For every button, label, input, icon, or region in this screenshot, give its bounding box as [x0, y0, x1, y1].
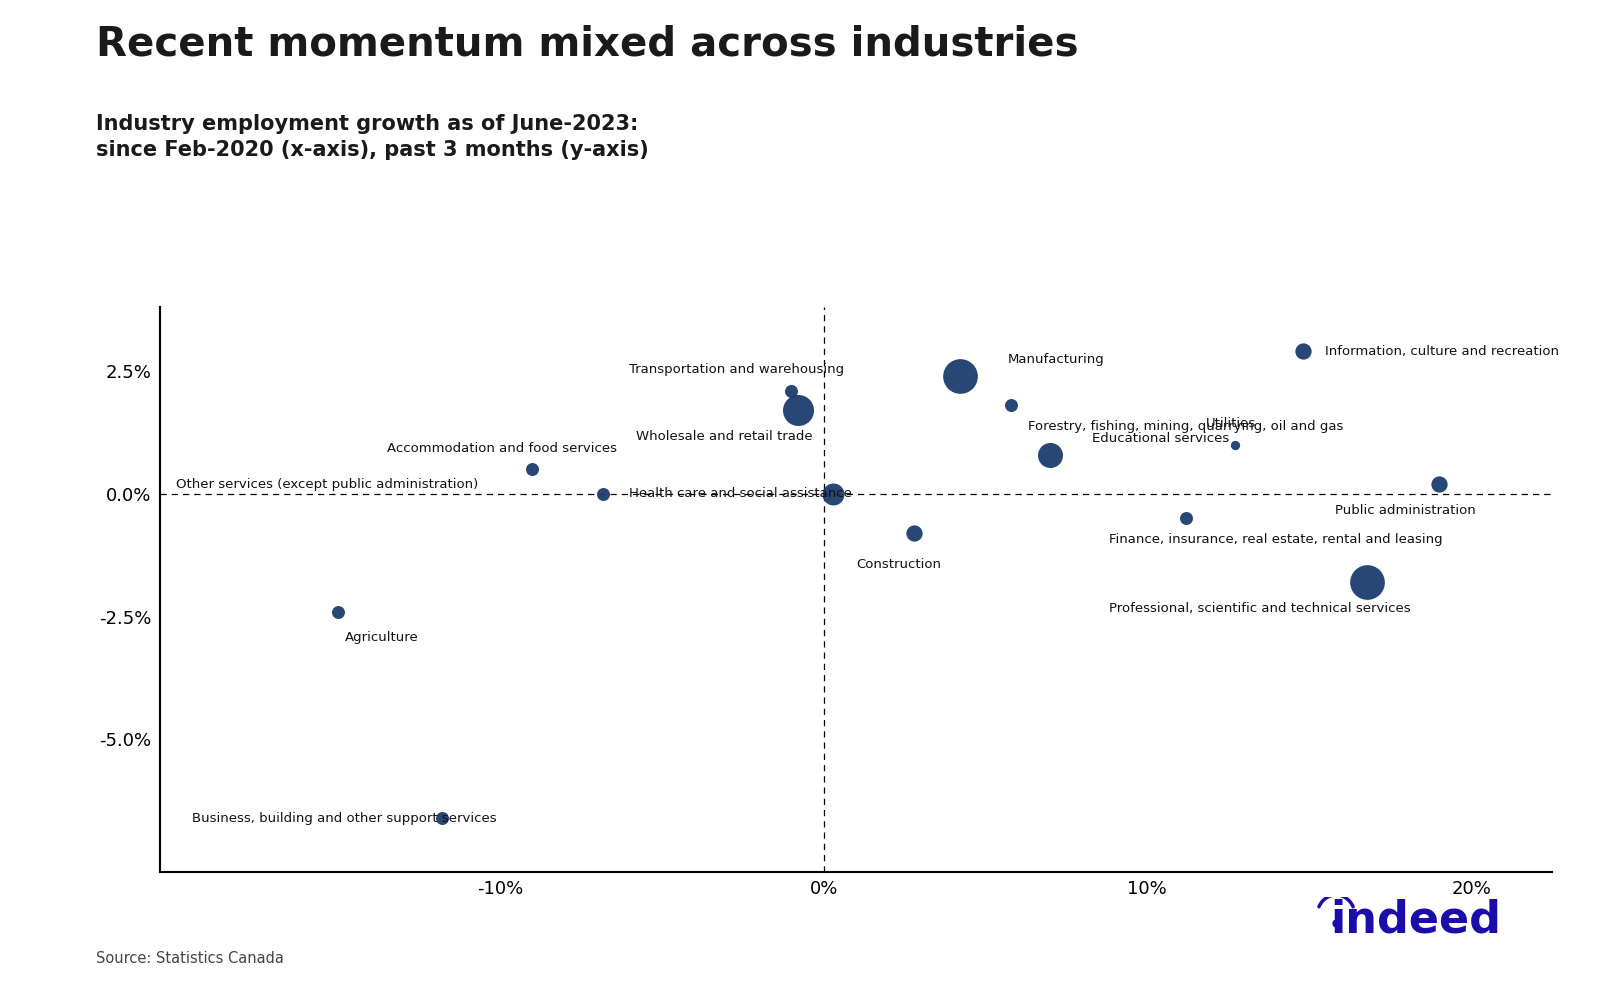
Text: Information, culture and recreation: Information, culture and recreation: [1325, 345, 1560, 358]
Point: [901, 525, 926, 541]
Text: Source: Statistics Canada: Source: Statistics Canada: [96, 951, 283, 966]
Text: Public administration: Public administration: [1334, 503, 1475, 516]
Point: [1173, 510, 1198, 526]
Point: [429, 810, 454, 826]
Point: [1222, 437, 1248, 453]
Text: Educational services: Educational services: [1093, 432, 1229, 445]
Text: Finance, insurance, real estate, rental and leasing: Finance, insurance, real estate, rental …: [1109, 533, 1442, 546]
Point: [947, 368, 973, 384]
Text: Forestry, fishing, mining, quarrying, oil and gas: Forestry, fishing, mining, quarrying, oi…: [1027, 420, 1342, 433]
Text: Transportation and warehousing: Transportation and warehousing: [629, 363, 845, 376]
Text: Health care and social assistance: Health care and social assistance: [629, 488, 853, 500]
Text: Recent momentum mixed across industries: Recent momentum mixed across industries: [96, 25, 1078, 64]
Text: indeed: indeed: [1331, 899, 1501, 941]
Point: [821, 486, 846, 501]
Text: Wholesale and retail trade: Wholesale and retail trade: [635, 430, 813, 443]
Text: Accommodation and food services: Accommodation and food services: [387, 442, 616, 455]
Text: Business, building and other support services: Business, building and other support ser…: [192, 812, 498, 825]
Point: [590, 486, 616, 501]
Text: Agriculture: Agriculture: [344, 631, 418, 644]
Point: [325, 604, 350, 619]
Point: [1037, 447, 1062, 463]
Point: [1290, 344, 1315, 360]
Point: [1355, 575, 1381, 591]
Text: Other services (except public administration): Other services (except public administra…: [176, 479, 478, 492]
Point: [1426, 476, 1451, 492]
Text: Construction: Construction: [856, 558, 941, 571]
Text: Industry employment growth as of June-2023:
since Feb-2020 (x-axis), past 3 mont: Industry employment growth as of June-20…: [96, 114, 648, 160]
Text: Utilities: Utilities: [1206, 417, 1256, 430]
Point: [779, 383, 805, 398]
Point: [998, 397, 1024, 413]
Point: [786, 402, 811, 418]
Text: Manufacturing: Manufacturing: [1008, 353, 1106, 366]
Text: Professional, scientific and technical services: Professional, scientific and technical s…: [1109, 602, 1410, 615]
Point: [520, 462, 546, 478]
